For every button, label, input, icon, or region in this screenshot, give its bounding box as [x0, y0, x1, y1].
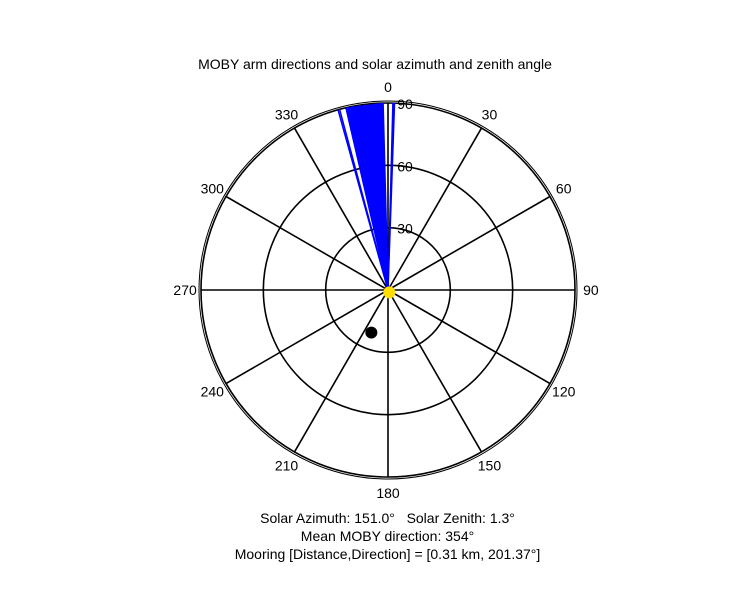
- angle-label-300: 300: [201, 181, 225, 197]
- moby-direction-caption: Mean MOBY direction: 354°: [300, 528, 475, 544]
- arm-direction-spoke-1: [338, 109, 389, 291]
- spoke-210: [293, 289, 389, 453]
- arm-direction-wedges: [337, 102, 396, 291]
- angle-label-150: 150: [478, 458, 502, 474]
- radial-label-60: 60: [397, 158, 413, 174]
- spoke-120: [387, 289, 551, 385]
- arm-direction-wedge-strip: [387, 102, 395, 291]
- spoke-60: [387, 195, 551, 291]
- spoke-330: [293, 127, 389, 291]
- angle-label-240: 240: [201, 383, 225, 399]
- solar-caption: Solar Azimuth: 151.0° Solar Zenith: 1.3°: [260, 510, 515, 526]
- markers: [365, 286, 396, 339]
- mooring-marker: [365, 326, 378, 339]
- spoke-240: [225, 289, 389, 385]
- polar-grid: [198, 100, 578, 480]
- chart-captions: Solar Azimuth: 151.0° Solar Zenith: 1.3°…: [0, 509, 750, 563]
- radial-tick-labels: 30 60 90: [397, 96, 413, 237]
- sun-marker: [383, 286, 396, 299]
- outer-ring: [198, 100, 578, 480]
- angle-label-330: 330: [275, 106, 299, 122]
- angle-tick-labels: 0 30 60 90 120 150 180 210 240 270 300 330: [173, 79, 598, 501]
- chart-title: MOBY arm directions and solar azimuth an…: [198, 56, 552, 72]
- spoke-30: [387, 127, 483, 291]
- angle-label-180: 180: [376, 485, 400, 501]
- angle-label-120: 120: [552, 383, 576, 399]
- mooring-caption: Mooring [Distance,Direction] = [0.31 km,…: [234, 546, 541, 562]
- spoke-300: [225, 195, 389, 291]
- angle-label-30: 30: [482, 106, 498, 122]
- arm-direction-wedge-main: [345, 102, 389, 291]
- radial-label-90: 90: [397, 96, 413, 112]
- spoke-150: [387, 289, 483, 453]
- angle-label-0: 0: [384, 79, 392, 95]
- radial-label-30: 30: [397, 221, 413, 237]
- angle-label-60: 60: [556, 181, 572, 197]
- angle-label-210: 210: [275, 458, 299, 474]
- angle-label-270: 270: [173, 282, 197, 298]
- angle-label-90: 90: [583, 282, 599, 298]
